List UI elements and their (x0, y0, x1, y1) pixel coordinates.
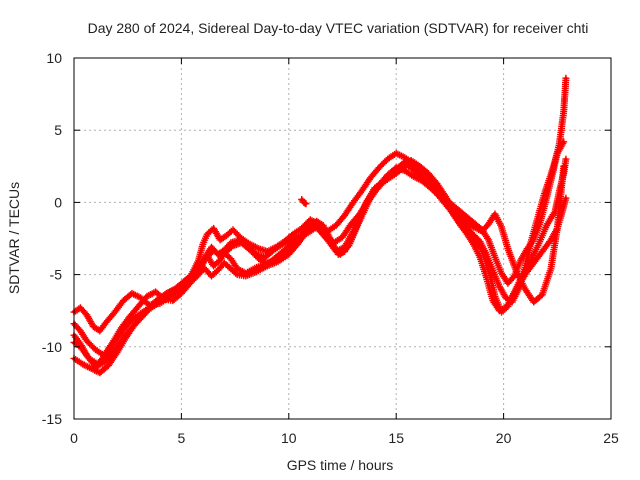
y-tick-label: -5 (50, 267, 63, 283)
series-track-2 (70, 158, 570, 377)
data-point (232, 269, 240, 277)
data-point (562, 74, 570, 82)
series-track-6 (298, 196, 310, 208)
x-tick-label: 0 (70, 430, 78, 446)
x-tick-label: 15 (388, 430, 404, 446)
data-point (499, 305, 506, 313)
y-axis-label: SDTVAR / TECUs (6, 182, 22, 294)
series-group (70, 74, 570, 377)
series-track-5 (70, 74, 570, 368)
data-point (560, 162, 568, 170)
x-tick-label: 25 (603, 430, 619, 446)
y-tick-label: -10 (42, 339, 62, 355)
x-tick-label: 20 (496, 430, 512, 446)
x-tick-label: 5 (178, 430, 186, 446)
data-point (484, 234, 491, 242)
plot-frame (73, 57, 612, 420)
x-axis: 0 5 10 15 20 25 (70, 58, 619, 446)
chart-title: Day 280 of 2024, Sidereal Day-to-day VTE… (88, 20, 589, 36)
data-point (302, 200, 310, 208)
y-tick-label: 0 (54, 194, 62, 210)
x-axis-label: GPS time / hours (287, 457, 394, 473)
series-trace (72, 157, 568, 369)
y-tick-label: 5 (54, 122, 62, 138)
y-axis: -15 -10 -5 0 5 10 (42, 50, 611, 427)
y-tick-label: 10 (46, 50, 62, 66)
y-tick-label: -15 (42, 411, 62, 427)
x-tick-label: 10 (281, 430, 297, 446)
data-point (562, 155, 570, 163)
